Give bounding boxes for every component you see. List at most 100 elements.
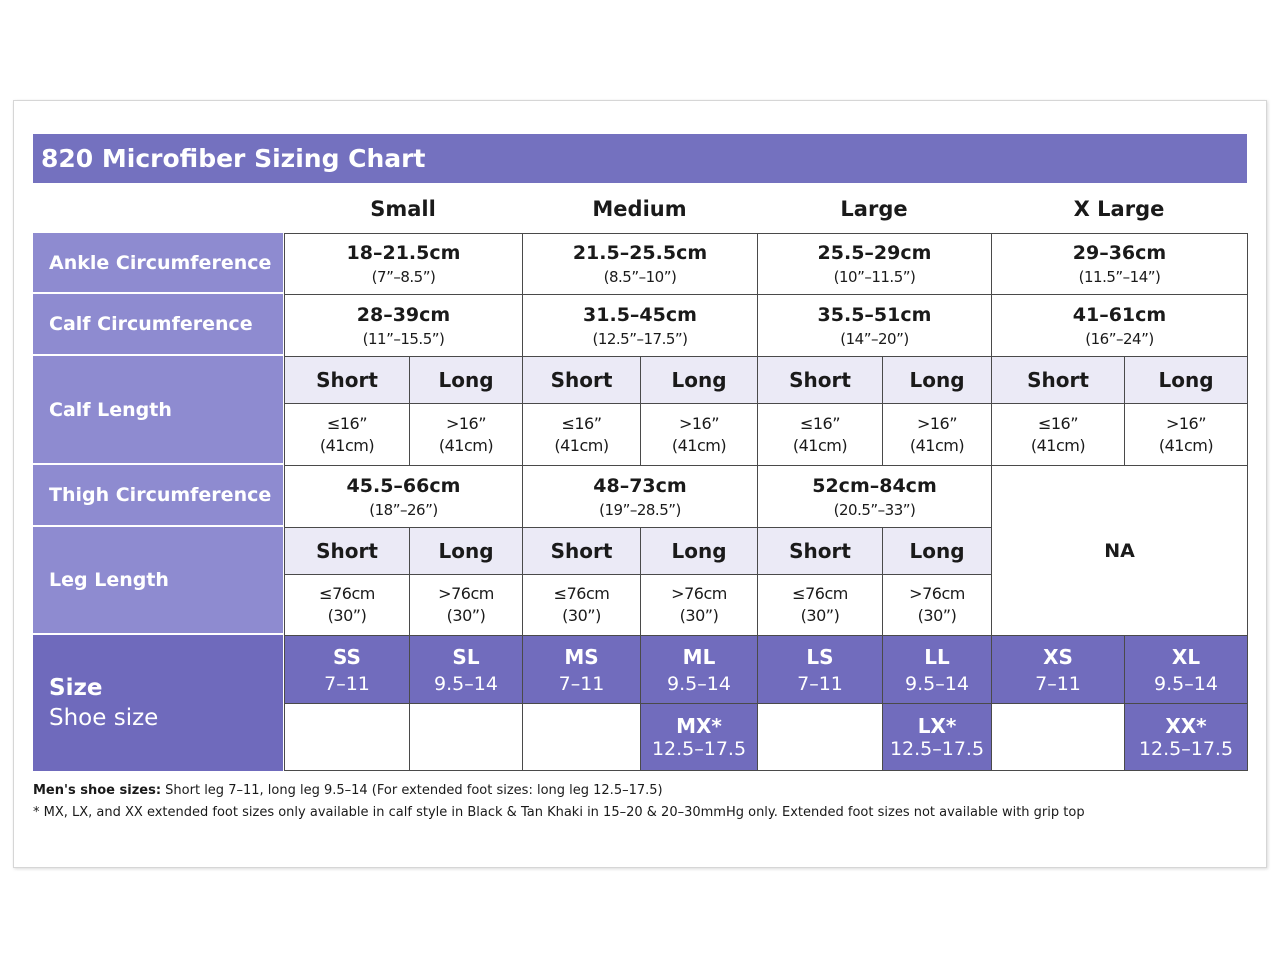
sub-header-text: Long [1158,368,1214,392]
cell-sub: (12.5”–17.5”) [592,329,688,348]
cell-main: 45.5–66cm [346,474,461,497]
extended-cell [284,703,410,771]
row-label-text: Calf Circumference [49,313,253,335]
size-cell: ML 9.5–14 [640,635,758,704]
cell-line: ≤16” [326,413,368,433]
cell: ≤16” (41cm) [522,403,641,466]
cell-line: (41cm) [319,435,375,455]
cell-line: >16” [445,413,487,433]
shoe-size: 9.5–14 [434,672,498,695]
cell-line: (41cm) [671,435,727,455]
row-label-text: Ankle Circumference [49,251,272,274]
cell-line: (41cm) [554,435,609,455]
cell-line: (30”) [327,606,367,625]
cell-line: (41cm) [792,435,848,455]
cell-sub: (11.5”–14”) [1078,268,1161,286]
row-label: Ankle Circumference [33,233,283,295]
cell-main: 31.5–45cm [583,303,697,326]
cell-sub: (19”–28.5”) [599,500,681,519]
sub-header-text: Short [550,368,613,392]
cell-line: >16” [678,413,720,433]
size-code: LS [806,644,834,669]
sub-header: Short [522,527,641,575]
size-code: MX* [676,714,722,738]
sub-header: Short [991,356,1125,404]
cell-sub: (16”–24”) [1085,329,1154,348]
sub-header-text: Long [438,368,494,392]
sub-header: Long [409,356,523,404]
shoe-size: 7–11 [324,672,370,695]
cell: >16” (41cm) [1124,403,1248,466]
cell: ≤76cm (30”) [284,574,410,636]
sub-header-text: Short [1027,368,1089,392]
column-header: Medium [592,197,687,221]
extended-cell [409,703,523,771]
cell: 21.5–25.5cm (8.5”–10”) [522,233,758,295]
extended-cell: LX* 12.5–17.5 [882,703,992,771]
sub-header-text: Long [438,539,494,563]
cell-sub: (11”–15.5”) [362,329,445,348]
size-cell: LS 7–11 [757,635,883,704]
sub-header: Long [409,527,523,575]
sub-header-text: Long [909,539,965,563]
cell-main: 25.5–29cm [817,242,932,264]
size-cell: LL 9.5–14 [882,635,992,704]
cell-line: (30”) [446,606,486,625]
size-sublabel: Shoe size [49,705,159,731]
sub-header-text: Short [316,368,378,392]
cell: >76cm (30”) [882,574,992,636]
na-cell: NA [991,465,1248,636]
shoe-size: 12.5–17.5 [889,738,985,760]
cell: 25.5–29cm (10”–11.5”) [757,233,992,295]
cell-line: ≤16” [561,413,602,433]
extended-cell [991,703,1125,771]
cell-sub: (18”–26”) [369,500,438,519]
footnote-text: Short leg 7–11, long leg 9.5–14 (For ext… [161,783,663,798]
sub-header: Short [757,527,883,575]
row-label: Thigh Circumference [33,465,283,528]
sub-header-text: Long [909,368,965,392]
extended-cell: XX* 12.5–17.5 [1124,703,1248,771]
title: 820 Microfiber Sizing Chart [33,134,1247,183]
cell-line: ≤76cm [792,584,848,603]
cell-line: ≤76cm [319,584,375,603]
cell-line: ≤16” [799,413,841,433]
size-cell: SS 7–11 [284,635,410,704]
cell: ≤16” (41cm) [991,403,1125,466]
sub-header-text: Long [671,539,727,563]
cell-line: ≤16” [1037,413,1079,433]
cell: >16” (41cm) [640,403,758,466]
sub-header: Long [1124,356,1248,404]
size-code: LL [924,644,950,669]
size-code: MS [564,644,599,669]
sub-header: Short [284,356,410,404]
cell-main: 29–36cm [1072,242,1167,264]
cell-main: 41–61cm [1072,303,1167,326]
cell-sub: (20.5”–33”) [833,500,916,519]
cell: 28–39cm (11”–15.5”) [284,294,523,357]
card [13,100,1267,868]
cell-main: 48–73cm [593,474,687,497]
cell-line: >76cm [438,584,494,603]
size-cell: SL 9.5–14 [409,635,523,704]
size-label-text: Size [49,675,103,701]
cell: 52cm–84cm (20.5”–33”) [757,465,992,528]
na-text: NA [1104,539,1135,562]
cell: >76cm (30”) [409,574,523,636]
size-code: SL [452,644,480,669]
shoe-size: 9.5–14 [1154,672,1218,695]
cell-sub: (14”–20”) [840,329,909,348]
row-label-text: Thigh Circumference [49,484,272,506]
cell-line: >16” [916,413,958,433]
cell-main: 52cm–84cm [812,474,937,497]
cell: 45.5–66cm (18”–26”) [284,465,523,528]
column-header: X Large [1073,197,1165,221]
cell-main: 28–39cm [356,303,451,326]
sub-header: Long [882,356,992,404]
footnote: Men's shoe sizes: Short leg 7–11, long l… [33,783,663,798]
cell-line: (41cm) [1030,435,1086,455]
footnote-text: * MX, LX, and XX extended foot sizes onl… [33,805,1085,820]
cell-line: >76cm [671,584,727,603]
shoe-size: 12.5–17.5 [651,738,747,760]
